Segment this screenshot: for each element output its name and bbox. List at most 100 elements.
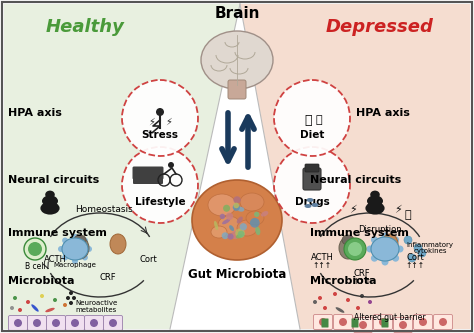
FancyBboxPatch shape [133,166,164,179]
FancyBboxPatch shape [313,314,332,329]
Ellipse shape [237,207,244,212]
Circle shape [14,319,22,327]
Circle shape [156,108,164,116]
Ellipse shape [69,291,73,295]
Text: Disruption: Disruption [358,225,402,234]
Ellipse shape [311,203,319,207]
Circle shape [233,204,240,211]
Ellipse shape [342,235,354,245]
Ellipse shape [237,220,257,236]
Text: Depressed: Depressed [326,18,434,36]
Circle shape [379,318,387,326]
Text: Macrophage: Macrophage [54,262,96,268]
FancyBboxPatch shape [382,318,389,327]
FancyBboxPatch shape [135,175,161,184]
Text: CRF: CRF [100,272,116,281]
Circle shape [344,238,366,260]
Ellipse shape [304,204,311,208]
Circle shape [392,236,399,243]
FancyBboxPatch shape [352,318,358,327]
Circle shape [122,147,198,223]
Ellipse shape [214,221,218,230]
Circle shape [359,321,367,329]
Circle shape [348,242,362,256]
Text: ACTH: ACTH [44,255,66,264]
FancyBboxPatch shape [374,314,392,329]
Circle shape [62,237,68,243]
Circle shape [235,228,245,238]
Ellipse shape [237,216,243,223]
Ellipse shape [222,219,230,224]
Text: ⚡: ⚡ [349,205,357,215]
Circle shape [168,162,174,168]
Ellipse shape [18,308,22,312]
Circle shape [240,223,247,230]
FancyBboxPatch shape [84,315,103,330]
Circle shape [250,218,260,228]
Ellipse shape [236,234,242,238]
Circle shape [396,245,403,252]
Text: Stress: Stress [142,130,179,140]
FancyBboxPatch shape [27,315,46,330]
Circle shape [274,147,350,223]
FancyBboxPatch shape [65,315,84,330]
Circle shape [223,205,230,212]
Ellipse shape [13,296,17,300]
Ellipse shape [360,294,364,298]
Text: Immune system: Immune system [310,228,409,238]
Text: Neural circuits: Neural circuits [310,175,401,185]
Circle shape [237,231,245,237]
FancyBboxPatch shape [133,170,139,184]
Ellipse shape [313,300,317,304]
FancyBboxPatch shape [334,314,353,329]
Text: Drugs: Drugs [295,197,329,207]
Ellipse shape [318,296,322,300]
Circle shape [222,232,228,239]
Ellipse shape [339,237,357,259]
FancyBboxPatch shape [434,314,453,329]
Circle shape [233,196,241,203]
Text: ⚡: ⚡ [148,117,155,127]
FancyBboxPatch shape [103,315,122,330]
Ellipse shape [246,211,264,225]
Ellipse shape [46,308,55,312]
Circle shape [371,255,378,262]
Circle shape [33,319,41,327]
Circle shape [418,249,426,257]
Ellipse shape [240,193,264,211]
Ellipse shape [62,238,88,260]
Text: Homeostasis: Homeostasis [75,205,133,214]
Text: Inflammatory
cytokines: Inflammatory cytokines [407,241,454,254]
Ellipse shape [45,190,55,198]
Text: ↑↑↑: ↑↑↑ [353,277,372,286]
Text: HPA axis: HPA axis [356,108,410,118]
Text: HPA axis: HPA axis [8,108,62,118]
Text: Gut Microbiota: Gut Microbiota [188,268,286,281]
Ellipse shape [365,202,384,214]
Text: Brain: Brain [214,6,260,21]
Text: 🥦: 🥦 [316,115,322,125]
Circle shape [82,254,88,260]
Text: 🧩: 🧩 [405,210,411,220]
Ellipse shape [26,300,30,304]
FancyBboxPatch shape [305,164,319,172]
Circle shape [439,318,447,326]
Ellipse shape [110,234,126,254]
Circle shape [24,238,46,260]
FancyBboxPatch shape [372,204,379,214]
FancyBboxPatch shape [46,204,54,214]
Text: Microbiota: Microbiota [310,276,376,286]
Text: ⚡: ⚡ [394,205,402,215]
Text: ↑↑↑: ↑↑↑ [312,260,331,269]
Text: Neuroactive
metabolites: Neuroactive metabolites [75,300,117,313]
FancyBboxPatch shape [354,317,373,332]
Text: Lifestyle: Lifestyle [135,197,185,207]
Circle shape [254,212,259,217]
Circle shape [382,258,389,265]
Ellipse shape [72,296,76,300]
Polygon shape [170,4,300,329]
Text: Diet: Diet [300,130,324,140]
Ellipse shape [255,226,260,235]
Ellipse shape [370,190,380,198]
Circle shape [58,246,64,252]
